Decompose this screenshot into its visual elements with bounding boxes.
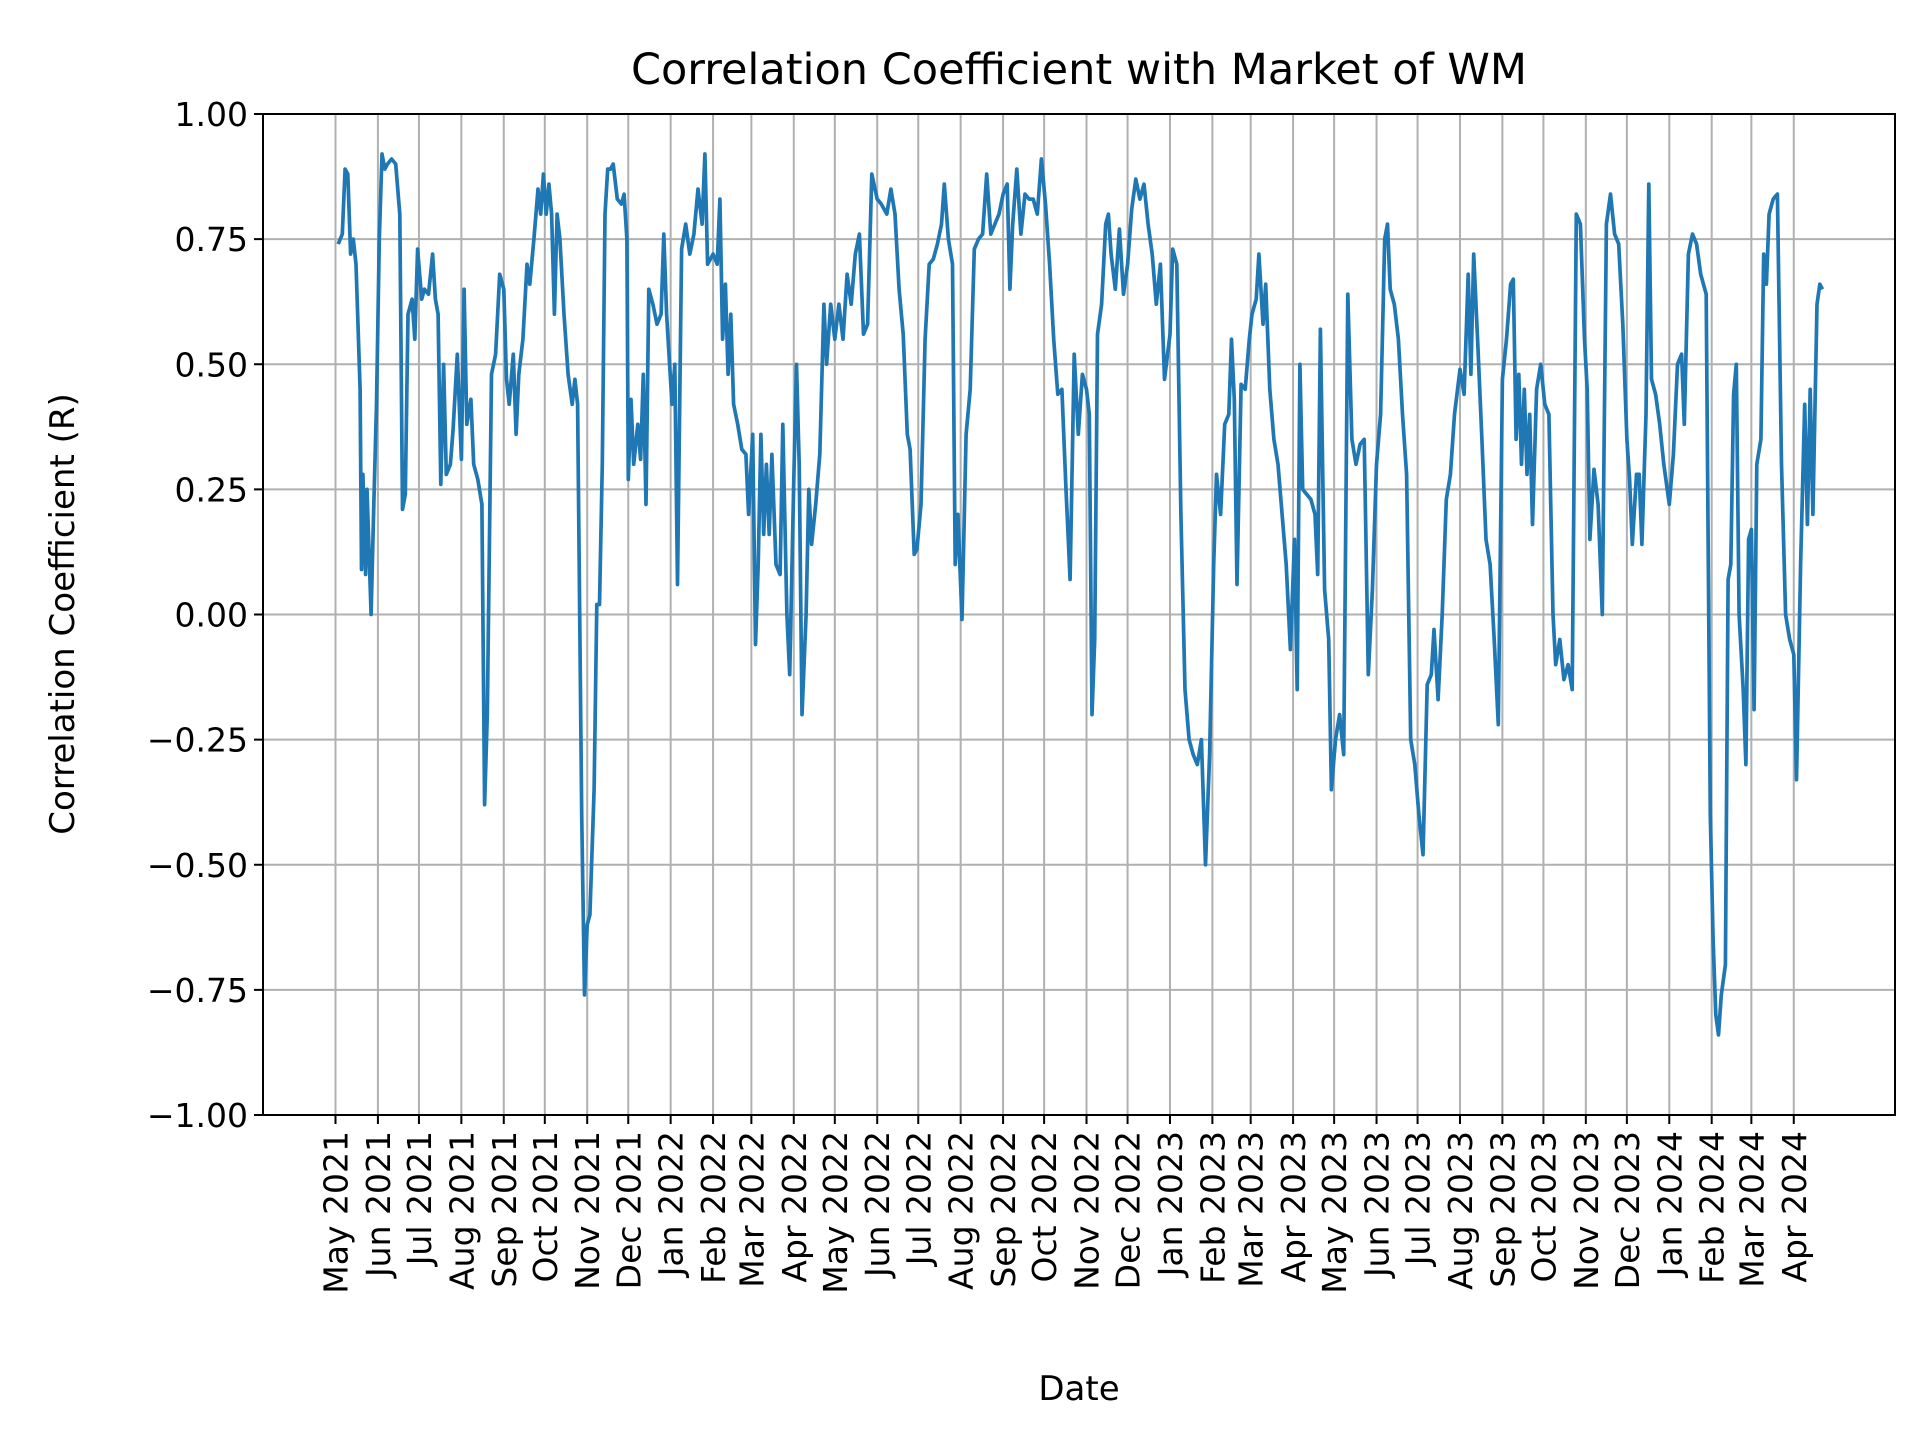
x-tick-label: Apr 2022 [775, 1131, 814, 1283]
x-tick-label: Oct 2022 [1025, 1131, 1064, 1283]
x-axis-label: Date [1038, 1369, 1119, 1409]
x-tick-label: Apr 2023 [1274, 1131, 1313, 1283]
x-tick-label: Mar 2024 [1732, 1131, 1771, 1288]
chart-title: Correlation Coefficient with Market of W… [631, 45, 1527, 95]
x-axis: May 2021 Jun 2021 Jul 2021 Aug 2021 Sep 2021… [317, 1115, 1814, 1294]
series-line [336, 152, 1825, 1037]
x-tick-label: Jul 2021 [400, 1131, 439, 1267]
x-tick-label: Sep 2023 [1483, 1131, 1522, 1288]
x-tick-label: Apr 2024 [1775, 1131, 1814, 1283]
x-tick-label: Jan 2022 [652, 1131, 691, 1278]
y-tick-label: −0.50 [147, 846, 248, 885]
y-axis-label: Correlation Coefficient (R) [43, 393, 83, 835]
x-tick-label: Mar 2023 [1232, 1131, 1271, 1288]
x-tick-label: Jan 2024 [1650, 1131, 1689, 1278]
x-tick-label: Jun 2021 [359, 1131, 398, 1279]
x-tick-label: Feb 2023 [1193, 1131, 1232, 1284]
x-tick-label: Dec 2022 [1109, 1131, 1148, 1289]
x-tick-label: Nov 2022 [1068, 1131, 1107, 1290]
x-tick-label: Feb 2024 [1693, 1131, 1732, 1284]
y-tick-label: −1.00 [147, 1096, 248, 1135]
series-group [336, 152, 1825, 1037]
x-tick-label: Nov 2021 [568, 1131, 607, 1290]
x-tick-label: Dec 2021 [609, 1131, 648, 1289]
x-tick-label: Aug 2023 [1441, 1131, 1480, 1290]
x-tick-label: Feb 2022 [694, 1131, 733, 1284]
x-tick-label: May 2021 [317, 1131, 356, 1294]
x-tick-label: Jun 2023 [1358, 1131, 1397, 1279]
y-tick-label: −0.25 [147, 721, 248, 760]
x-tick-label: Aug 2022 [942, 1131, 981, 1290]
x-tick-label: May 2022 [816, 1131, 855, 1294]
x-tick-label: May 2023 [1315, 1131, 1354, 1294]
y-tick-label: 0.25 [175, 470, 248, 509]
x-tick-label: Jan 2023 [1151, 1131, 1190, 1278]
y-axis: −1.00 −0.75 −0.50 −0.25 0.00 0.25 0.50 0.75 1.00 [147, 95, 263, 1135]
y-tick-label: 1.00 [175, 95, 248, 134]
x-tick-label: Jul 2022 [899, 1131, 938, 1267]
x-tick-label: Sep 2022 [984, 1131, 1023, 1288]
x-tick-label: Nov 2023 [1567, 1131, 1606, 1290]
x-tick-label: Mar 2022 [732, 1131, 771, 1288]
x-tick-label: Oct 2021 [526, 1131, 565, 1283]
y-tick-label: 0.00 [175, 596, 248, 635]
x-tick-label: Sep 2021 [485, 1131, 524, 1288]
x-tick-label: Jun 2022 [858, 1131, 897, 1279]
y-tick-label: 0.75 [175, 220, 248, 259]
x-tick-label: Dec 2023 [1608, 1131, 1647, 1289]
x-tick-label: Jul 2023 [1399, 1131, 1438, 1267]
y-tick-label: 0.50 [175, 345, 248, 384]
y-tick-label: −0.75 [147, 971, 248, 1010]
x-tick-label: Aug 2021 [442, 1131, 481, 1290]
x-tick-label: Oct 2023 [1524, 1131, 1563, 1283]
